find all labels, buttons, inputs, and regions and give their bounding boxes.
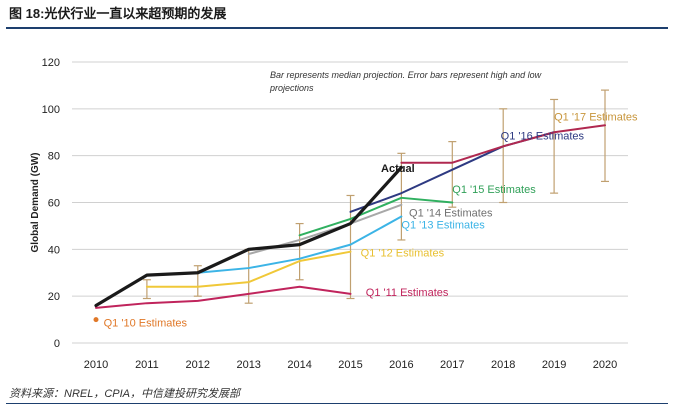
x-tick-label-2019: 2019 (542, 359, 566, 371)
y-tick-label-120: 120 (42, 57, 60, 69)
x-tick-label-2013: 2013 (236, 359, 260, 371)
y-tick-label-100: 100 (42, 104, 60, 116)
x-tick-label-2020: 2020 (593, 359, 617, 371)
series-line-q1-17-estimates (400, 124, 606, 164)
series-line-q1-11-estimates (95, 285, 352, 309)
y-tick-label-80: 80 (48, 151, 60, 163)
y-tick-label-40: 40 (48, 244, 60, 256)
series-label-actual: Actual (381, 163, 415, 175)
series-point-q1-10-estimates (93, 317, 99, 323)
series-label-q1-14-estimates: Q1 '14 Estimates (409, 208, 493, 220)
series-label-q1-13-estimates: Q1 '13 Estimates (401, 219, 485, 231)
series-line-actual (94, 165, 403, 308)
series-line-q1-12-estimates (145, 250, 352, 288)
chart-note: Bar represents median projection. Error … (269, 70, 542, 93)
x-tick-label-2015: 2015 (338, 359, 362, 371)
series-label-q1-12-estimates: Q1 '12 Estimates (361, 247, 445, 259)
figure-title: 图 18:光伏行业一直以来超预期的发展 (9, 6, 227, 21)
y-axis-label: Global Demand (GW) (30, 153, 41, 253)
series-label-q1-11-estimates: Q1 '11 Estimates (366, 287, 449, 299)
x-tick-label-2014: 2014 (287, 359, 311, 371)
x-tick-label-2018: 2018 (491, 359, 515, 371)
x-tick-label-2012: 2012 (186, 359, 210, 371)
series-line-q1-15-estimates (298, 196, 454, 237)
y-tick-label-20: 20 (48, 291, 60, 303)
x-tick-label-2011: 2011 (135, 359, 159, 371)
x-tick-label-2016: 2016 (389, 359, 413, 371)
x-tick-label-2010: 2010 (84, 359, 108, 371)
series-label-q1-15-estimates: Q1 '15 Estimates (452, 184, 536, 196)
series-line-q1-13-estimates (196, 215, 403, 274)
series-label-q1-16-estimates: Q1 '16 Estimates (501, 130, 585, 142)
demand-chart: 0 20 40 60 80 100 120 2010 2011 2012 2013 2014 2015 2… (30, 57, 638, 371)
x-tick-label-2017: 2017 (440, 359, 464, 371)
y-tick-label-0: 0 (54, 338, 60, 350)
series-label-q1-17-estimates: Q1 '17 Estimates (554, 112, 638, 124)
top-divider (6, 27, 668, 29)
y-tick-label-60: 60 (48, 198, 60, 210)
series-label-q1-10-estimates: Q1 '10 Estimates (104, 318, 188, 330)
source-note: 资料来源：NREL，CPIA，中信建投研究发展部 (9, 388, 241, 400)
bottom-divider (6, 403, 668, 404)
